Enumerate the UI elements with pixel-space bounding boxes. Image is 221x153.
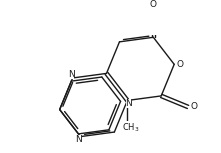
Text: O: O: [150, 0, 157, 9]
Text: O: O: [177, 60, 184, 69]
Text: O: O: [191, 103, 198, 111]
Text: N: N: [76, 135, 82, 144]
Text: N: N: [126, 99, 132, 108]
Text: CH$_3$: CH$_3$: [122, 121, 140, 134]
Text: N: N: [68, 70, 74, 79]
